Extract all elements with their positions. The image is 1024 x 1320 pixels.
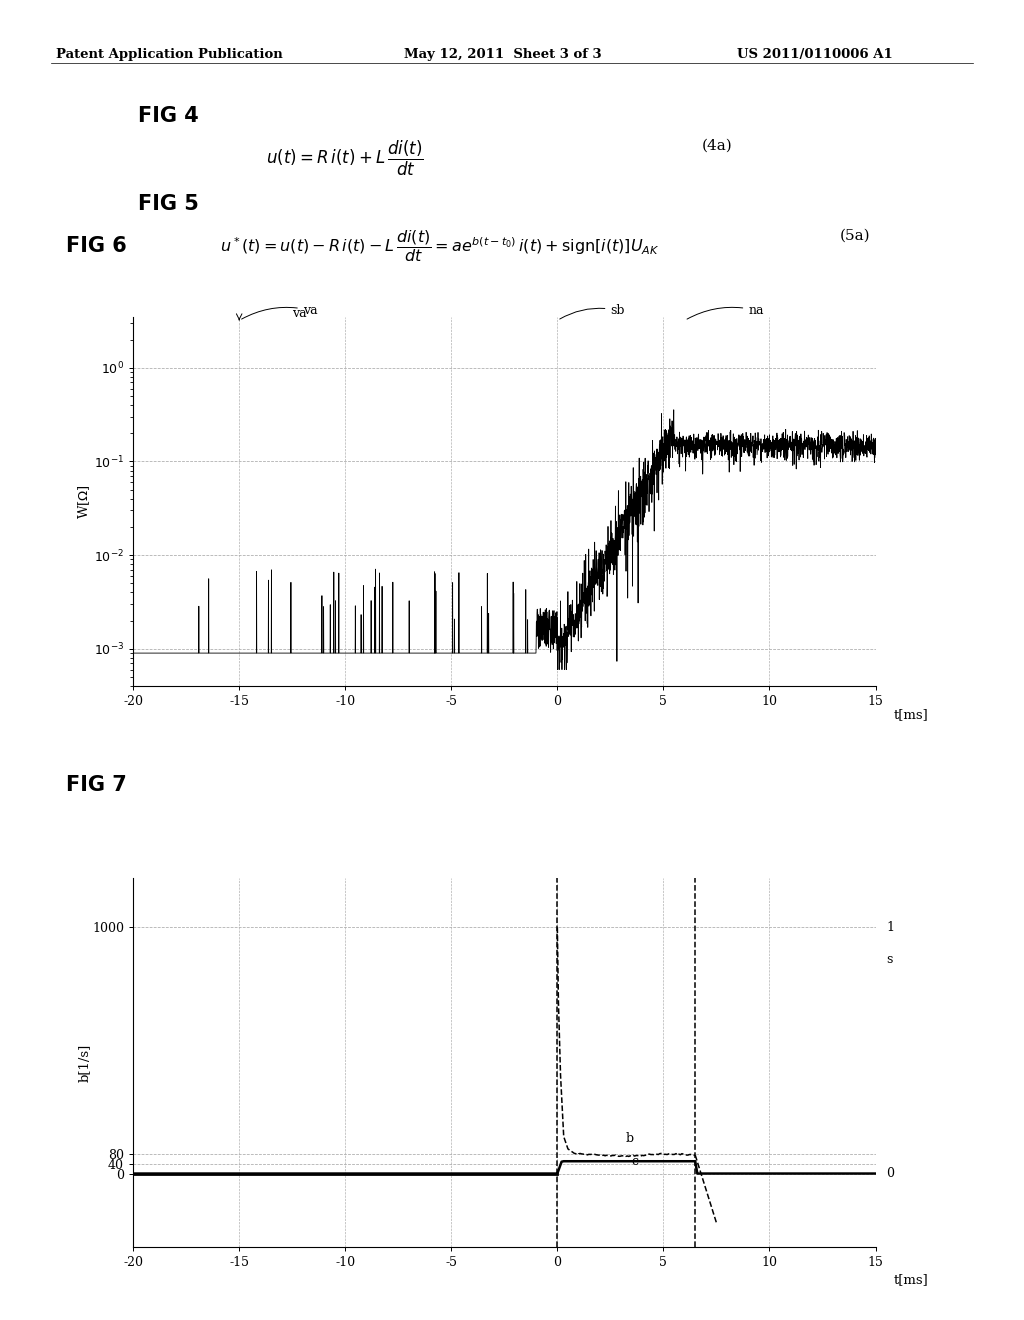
Y-axis label: W[$\Omega$]: W[$\Omega$] xyxy=(77,484,92,519)
Text: 0: 0 xyxy=(886,1167,894,1180)
Text: 1: 1 xyxy=(886,921,894,933)
Text: va: va xyxy=(292,308,307,321)
Text: b: b xyxy=(626,1133,634,1146)
Text: s: s xyxy=(886,953,893,966)
Text: t[ms]: t[ms] xyxy=(894,709,929,721)
Text: FIG 5: FIG 5 xyxy=(138,194,199,214)
Text: (5a): (5a) xyxy=(840,228,870,243)
Text: $u(t)=R\,i(t)+L\,\dfrac{di(t)}{dt}$: $u(t)=R\,i(t)+L\,\dfrac{di(t)}{dt}$ xyxy=(266,139,424,178)
Text: US 2011/0110006 A1: US 2011/0110006 A1 xyxy=(737,48,893,61)
Text: (4a): (4a) xyxy=(701,139,732,153)
Text: Patent Application Publication: Patent Application Publication xyxy=(56,48,283,61)
Text: c: c xyxy=(632,1155,639,1168)
Text: sb: sb xyxy=(560,304,625,319)
Y-axis label: b[1/s]: b[1/s] xyxy=(78,1044,91,1082)
Text: FIG 7: FIG 7 xyxy=(67,775,127,795)
Text: $u^*(t)=u(t)-R\,i(t)-L\,\dfrac{di(t)}{dt}=ae^{b(t-t_0)}\,i(t)+\mathrm{sign}[i(t): $u^*(t)=u(t)-R\,i(t)-L\,\dfrac{di(t)}{dt… xyxy=(220,228,659,264)
Text: t[ms]: t[ms] xyxy=(894,1274,929,1286)
Text: va: va xyxy=(242,304,317,319)
Text: FIG 6: FIG 6 xyxy=(67,235,127,256)
Text: May 12, 2011  Sheet 3 of 3: May 12, 2011 Sheet 3 of 3 xyxy=(404,48,602,61)
Text: na: na xyxy=(687,304,764,319)
Text: FIG 4: FIG 4 xyxy=(138,106,199,125)
